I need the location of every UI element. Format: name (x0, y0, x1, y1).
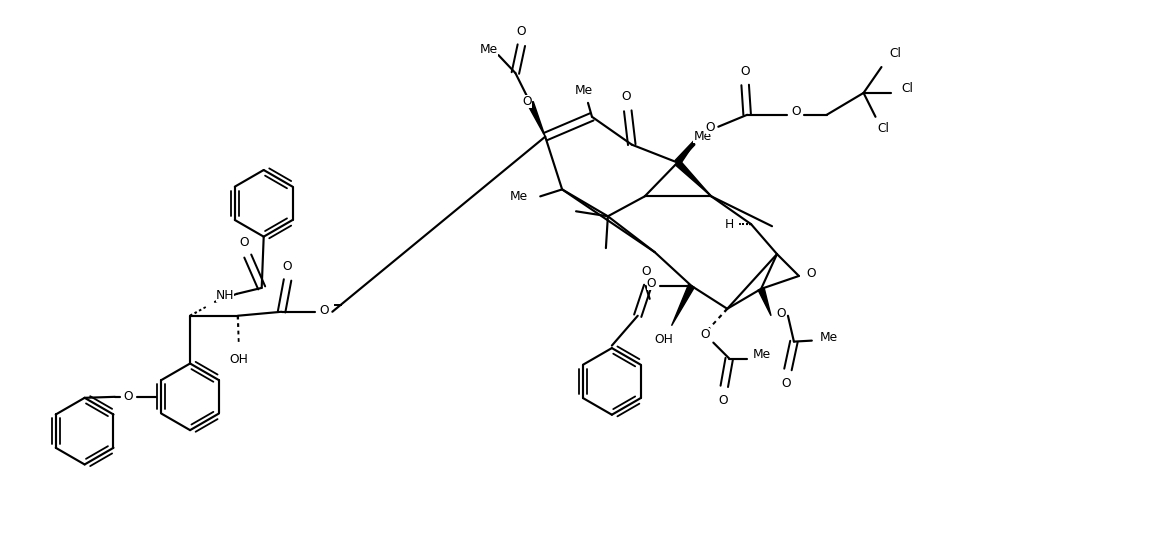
Text: O: O (621, 90, 631, 104)
Text: O: O (239, 235, 249, 249)
Polygon shape (672, 285, 694, 326)
Text: Me: Me (693, 130, 712, 143)
Text: H: H (725, 218, 734, 231)
Text: Me: Me (820, 331, 838, 344)
Text: O: O (740, 65, 750, 77)
Text: Me: Me (510, 190, 528, 203)
Text: Me: Me (480, 43, 497, 56)
Text: O: O (791, 105, 801, 119)
Text: OH: OH (230, 353, 249, 366)
Text: O: O (806, 268, 815, 280)
Text: O: O (719, 394, 728, 407)
Text: O: O (123, 390, 134, 403)
Polygon shape (676, 160, 711, 197)
Text: O: O (705, 121, 716, 134)
Text: O: O (781, 377, 791, 390)
Text: Cl: Cl (901, 82, 914, 96)
Text: O: O (640, 265, 651, 278)
Text: OH: OH (655, 333, 673, 346)
Text: O: O (646, 277, 657, 290)
Text: Cl: Cl (877, 122, 889, 135)
Text: O: O (516, 25, 527, 38)
Text: Me: Me (753, 348, 772, 361)
Text: Me: Me (575, 84, 594, 97)
Polygon shape (528, 101, 545, 137)
Polygon shape (674, 133, 701, 164)
Polygon shape (758, 288, 771, 316)
Text: Cl: Cl (889, 46, 901, 60)
Text: O: O (283, 260, 292, 272)
Text: NH: NH (216, 289, 235, 302)
Text: O: O (522, 96, 533, 108)
Text: O: O (319, 304, 330, 317)
Text: O: O (777, 307, 786, 320)
Text: O: O (700, 328, 710, 341)
